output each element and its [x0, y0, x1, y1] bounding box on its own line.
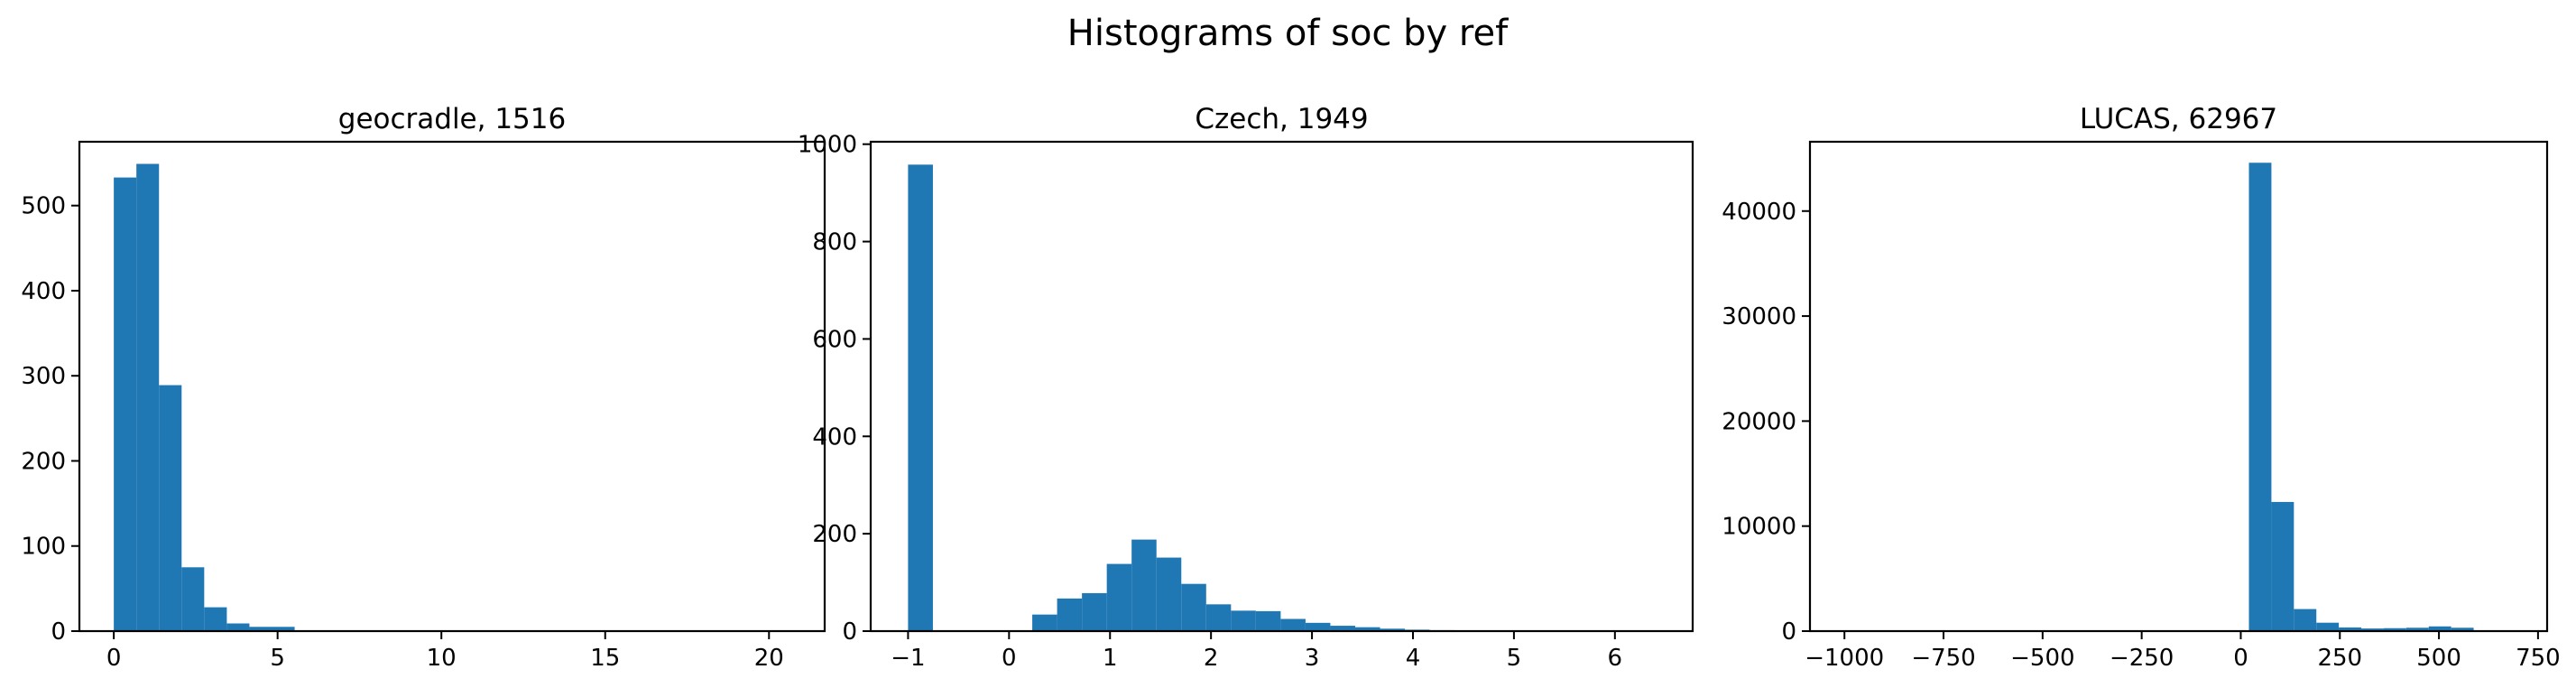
y-tick-label: 0 [1781, 618, 1796, 646]
histogram-bar [204, 607, 227, 631]
x-tick-label: −250 [2110, 645, 2174, 672]
y-tick-label: 1000 [798, 132, 857, 159]
histogram-bar [2361, 628, 2384, 631]
histogram-bar [1305, 622, 1331, 631]
x-tick-label: −750 [1911, 645, 1975, 672]
figure-suptitle: Histograms of soc by ref [1067, 13, 1509, 54]
histogram-bar [2451, 628, 2474, 631]
histogram-bar [114, 177, 137, 631]
panel-title: Czech, 1949 [1195, 103, 1368, 135]
histogram-bar [1181, 583, 1206, 631]
histogram-bar [2428, 626, 2451, 631]
y-tick-label: 200 [21, 448, 66, 475]
y-tick-label: 0 [51, 618, 66, 646]
panel-title: LUCAS, 62967 [2080, 103, 2277, 135]
y-tick-label: 800 [812, 229, 857, 256]
histogram-bar [249, 627, 272, 631]
x-tick-label: −500 [2010, 645, 2074, 672]
histogram-bar [136, 163, 160, 632]
histogram-bar [1330, 626, 1355, 631]
axes-frame [869, 140, 1694, 633]
x-tick-label: 0 [2233, 645, 2248, 672]
x-tick-label: 0 [106, 645, 122, 672]
x-tick-label: 5 [270, 645, 285, 672]
histogram-bar [226, 623, 250, 631]
panel-lucas: LUCAS, 62967 −1000 −750 −500 −250 0 250 500 750… [1722, 103, 2560, 672]
panel-title: geocradle, 1516 [338, 103, 566, 135]
histogram-bar [1156, 557, 1182, 631]
histogram-bar [2405, 628, 2429, 631]
histogram-bar [1057, 598, 1083, 631]
histogram-bar [1205, 604, 1232, 631]
y-tick-label: 200 [812, 521, 857, 548]
histogram-bar [2316, 622, 2340, 631]
x-tick-label: 4 [1406, 645, 1421, 672]
histogram-bar [2294, 609, 2317, 631]
axes-frame [78, 140, 826, 633]
x-tick-label: 15 [590, 645, 620, 672]
histogram-bar [1131, 539, 1157, 631]
panel-czech: Czech, 1949 −1 0 1 2 3 4 5 6 0 200 400 600 800 1000 [798, 103, 1694, 672]
x-tick-label: 3 [1305, 645, 1320, 672]
x-tick-label: 250 [2317, 645, 2362, 672]
x-tick-label: 20 [754, 645, 784, 672]
y-tick-label: 100 [21, 534, 66, 561]
x-tick-label: 10 [427, 645, 457, 672]
y-tick-label: 40000 [1722, 199, 1796, 226]
y-tick-label: 300 [21, 363, 66, 390]
histogram-bar [908, 164, 933, 631]
x-tick-label: 6 [1608, 645, 1623, 672]
histogram-bar [1280, 618, 1306, 631]
y-tick-label: 400 [21, 278, 66, 305]
axes-frame [1808, 140, 2549, 633]
histogram-bar [2248, 163, 2272, 632]
y-tick-label: 500 [21, 193, 66, 220]
histogram-bar [1082, 592, 1107, 631]
y-tick-label: 400 [812, 423, 857, 451]
histogram-bar [1032, 614, 1057, 631]
histogram-bar [181, 567, 205, 631]
histogram-bar [1354, 627, 1380, 631]
x-tick-label: 750 [2516, 645, 2561, 672]
histogram-bar [2339, 627, 2362, 631]
histogram-bar [2383, 628, 2406, 631]
x-tick-label: 2 [1204, 645, 1219, 672]
y-tick-label: 20000 [1722, 408, 1796, 435]
x-tick-label: 0 [1002, 645, 1017, 672]
x-tick-label: −1 [891, 645, 925, 672]
y-tick-label: 0 [842, 618, 857, 646]
y-tick-label: 30000 [1722, 303, 1796, 330]
histogram-bar [1380, 628, 1406, 631]
histogram-bar [272, 627, 295, 631]
x-tick-label: −1000 [1805, 645, 1884, 672]
x-tick-label: 5 [1507, 645, 1522, 672]
x-tick-label: 1 [1103, 645, 1118, 672]
histogram-bar [159, 385, 182, 631]
histogram-bar [1255, 610, 1281, 631]
histogram-bar [1106, 563, 1132, 631]
y-tick-label: 600 [812, 326, 857, 353]
y-tick-label: 10000 [1722, 514, 1796, 541]
x-tick-label: 500 [2416, 645, 2461, 672]
histogram-bar [2271, 501, 2294, 631]
histogram-bar [1231, 610, 1256, 631]
